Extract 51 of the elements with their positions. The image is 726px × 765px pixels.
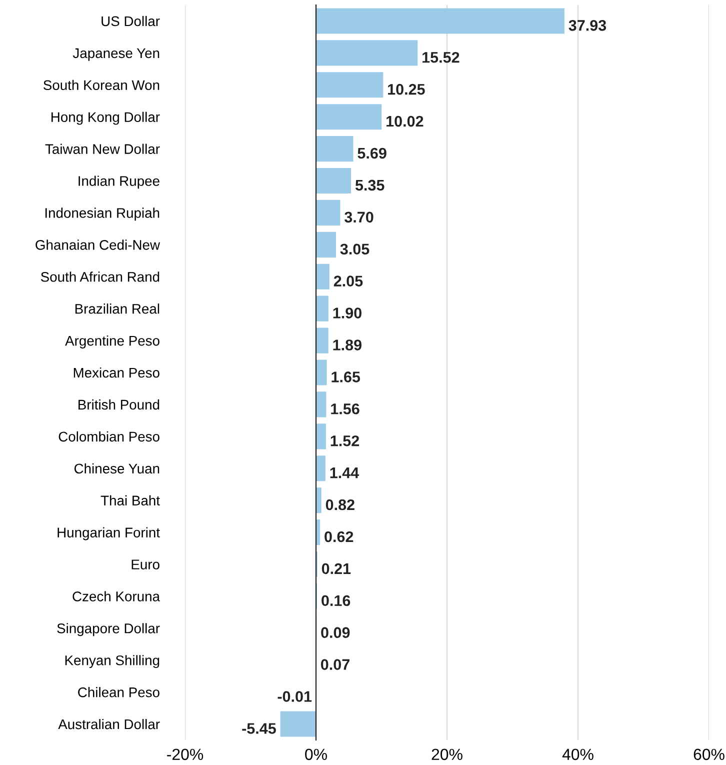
data-label: 1.44: [330, 468, 360, 478]
x-tick-label: 20%: [432, 748, 462, 760]
y-tick-label: Japanese Yen: [72, 48, 160, 61]
y-tick-label: Kenyan Shilling: [65, 655, 160, 668]
y-tick-label: Indian Rupee: [78, 176, 160, 189]
data-label: 10.02: [386, 116, 424, 127]
data-label: 0.21: [322, 563, 351, 574]
y-tick-label: Brazilian Real: [75, 304, 160, 314]
data-label: 5.69: [358, 148, 386, 159]
data-label: 1.52: [330, 435, 360, 446]
data-label: 0.82: [326, 499, 354, 510]
data-label: 3.05: [340, 244, 370, 255]
data-label: 37.93: [568, 20, 606, 31]
data-label: -0.01: [278, 691, 312, 702]
y-tick-label: Thai Baht: [100, 495, 160, 506]
y-tick-label: Hungarian Forint: [58, 527, 160, 540]
y-tick-label: Indonesian Rupiah: [45, 208, 160, 221]
y-tick-label: US Dollar: [102, 16, 160, 26]
y-tick-label: South African Rand: [40, 272, 160, 282]
data-label: 0.62: [324, 531, 354, 542]
y-tick-label: Hong Kong Dollar: [52, 112, 160, 125]
data-label: 1.65: [332, 372, 360, 382]
data-label: 5.35: [355, 180, 384, 191]
y-tick-label: Ghanaian Cedi-New: [36, 240, 160, 250]
y-tick-label: Colombian Peso: [58, 431, 160, 442]
data-label: 0.16: [322, 595, 350, 606]
data-label: 10.25: [388, 84, 425, 95]
data-label: -5.45: [242, 723, 276, 734]
y-tick-label: Taiwan New Dollar: [45, 144, 160, 154]
y-tick-label: Euro: [132, 560, 160, 570]
data-label: 0.09: [321, 627, 350, 638]
y-tick-label: Chinese Yuan: [74, 463, 160, 474]
data-label: 0.07: [320, 659, 350, 670]
data-label: 1.56: [331, 403, 360, 414]
data-label: 15.52: [422, 52, 460, 63]
x-tick-label: -20%: [167, 748, 204, 760]
y-tick-label: British Pound: [78, 399, 160, 410]
y-tick-label: South Korean Won: [44, 80, 160, 90]
data-label: 2.05: [334, 276, 363, 286]
data-label: 3.70: [344, 212, 374, 223]
data-label: 1.90: [333, 308, 362, 318]
y-tick-label: Singapore Dollar: [57, 623, 160, 636]
y-tick-label: Chilean Peso: [78, 687, 160, 698]
y-tick-label: Mexican Peso: [74, 367, 160, 378]
y-tick-label: Australian Dollar: [58, 718, 160, 730]
data-label: 1.89: [333, 340, 362, 350]
y-tick-label: Argentine Peso: [65, 336, 160, 348]
x-tick-label: 40%: [562, 748, 594, 760]
x-tick-label: 0%: [305, 748, 327, 760]
y-tick-label: Czech Koruna: [72, 591, 160, 602]
x-tick-label: 60%: [694, 748, 724, 760]
